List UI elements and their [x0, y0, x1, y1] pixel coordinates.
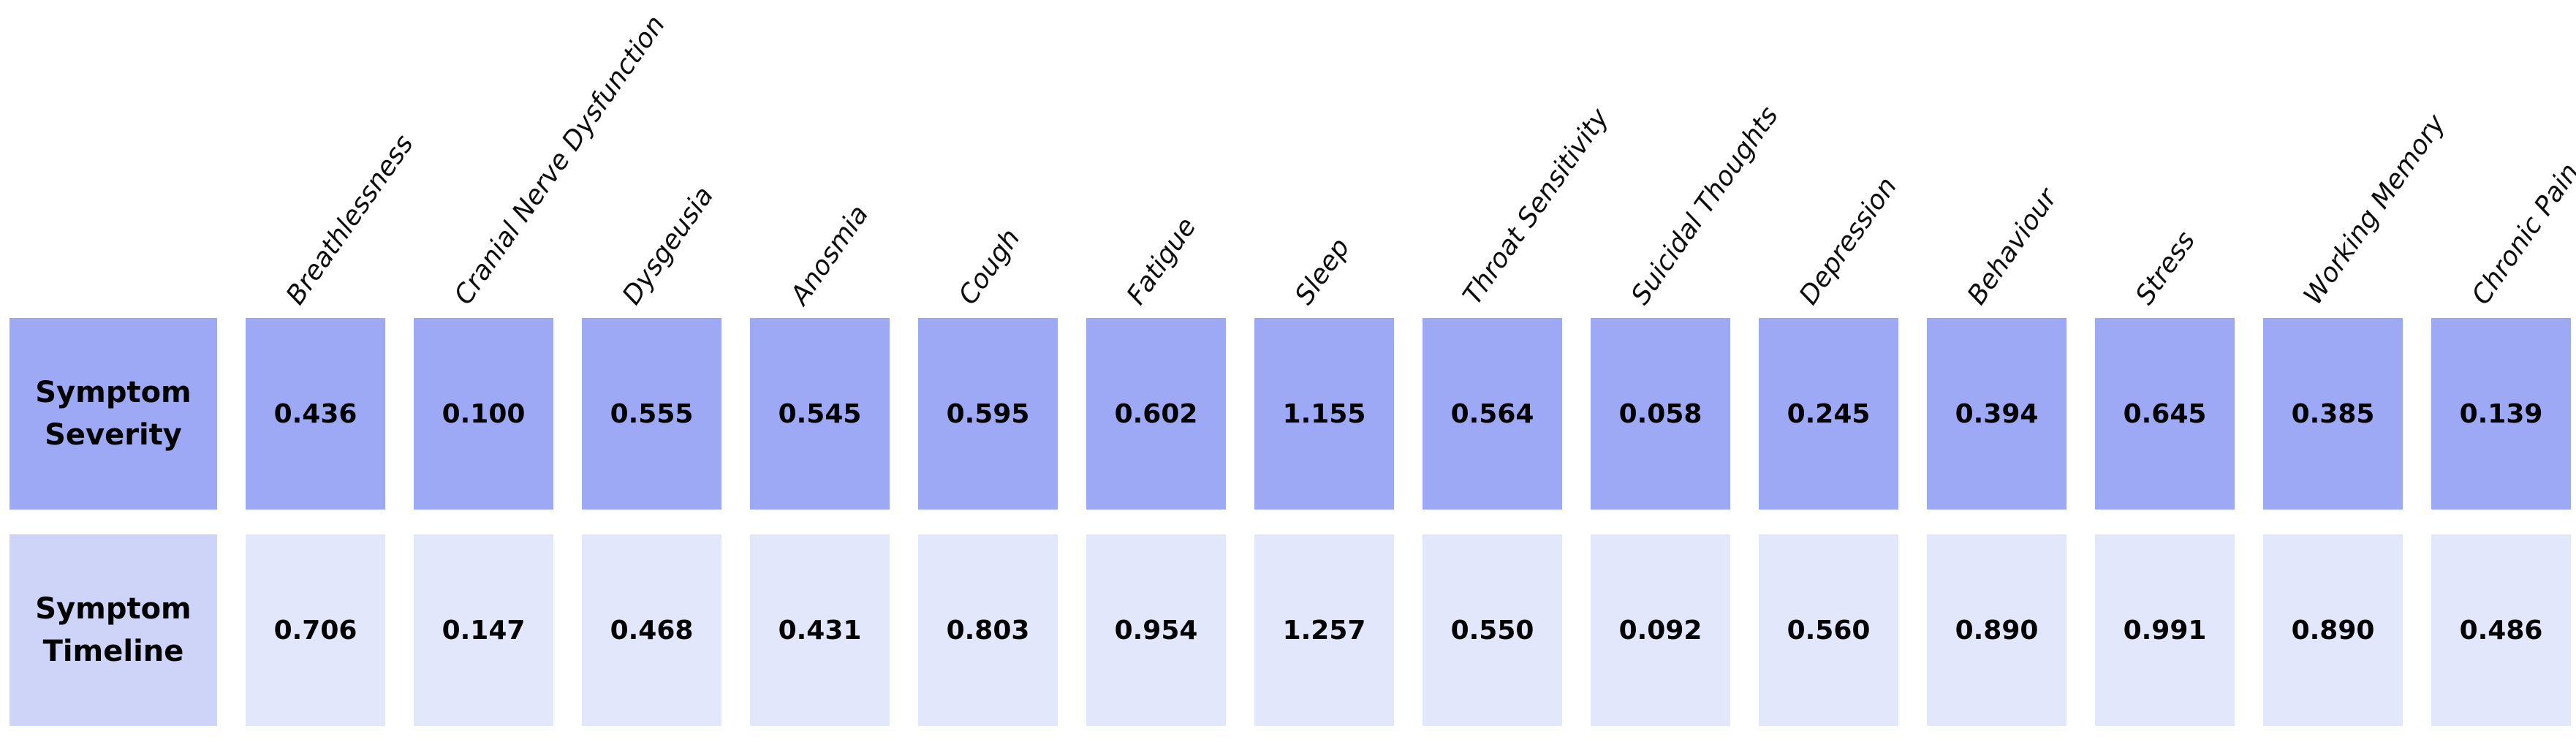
heatmap-cell: 0.803	[918, 534, 1058, 726]
heatmap-cell: 0.431	[750, 534, 890, 726]
heatmap-cell: 0.092	[1591, 534, 1730, 726]
heatmap-cell: 0.385	[2263, 318, 2403, 510]
col-label-stress: Stress	[2129, 226, 2202, 311]
heatmap-cell: 0.486	[2431, 534, 2571, 726]
col-label-fatigue: Fatigue	[1121, 212, 1202, 311]
heatmap-cell: 0.100	[414, 318, 553, 510]
col-label-behaviour: Behaviour	[1961, 183, 2064, 311]
heatmap-cell: 0.890	[2263, 534, 2403, 726]
col-label-dysgeusia: Dysgeusia	[616, 181, 720, 311]
heatmap-cell: 1.155	[1254, 318, 1394, 510]
heatmap-cell: 0.139	[2431, 318, 2571, 510]
heatmap-cell: 0.550	[1423, 534, 1562, 726]
heatmap-grid: Symptom Severity 0.436 0.100 0.555 0.545…	[10, 318, 2571, 726]
col-label-breathlessness: Breathlessness	[280, 129, 420, 311]
heatmap-cell: 0.468	[582, 534, 721, 726]
col-label-cough: Cough	[952, 223, 1026, 311]
heatmap-cell: 0.545	[750, 318, 890, 510]
heatmap-cell: 0.564	[1423, 318, 1562, 510]
heatmap-cell: 1.257	[1254, 534, 1394, 726]
heatmap-cell: 0.560	[1759, 534, 1898, 726]
heatmap-cell: 0.890	[1927, 534, 2067, 726]
heatmap-cell: 0.147	[414, 534, 553, 726]
heatmap-cell: 0.555	[582, 318, 721, 510]
heatmap-cell: 0.058	[1591, 318, 1730, 510]
heatmap-cell: 0.706	[246, 534, 385, 726]
row-label-symptom-severity: Symptom Severity	[10, 318, 217, 510]
heatmap-cell: 0.436	[246, 318, 385, 510]
col-label-sleep: Sleep	[1289, 232, 1356, 311]
heatmap-cell: 0.394	[1927, 318, 2067, 510]
heatmap-cell: 0.954	[1086, 534, 1226, 726]
col-label-suicidal-thoughts: Suicidal Thoughts	[1625, 101, 1784, 311]
col-label-working-memory: Working Memory	[2297, 109, 2452, 311]
heatmap-cell: 0.991	[2095, 534, 2235, 726]
heatmap-cell: 0.245	[1759, 318, 1898, 510]
col-label-depression: Depression	[1793, 172, 1903, 311]
heatmap-cell: 0.645	[2095, 318, 2235, 510]
col-label-chronic-pain: Chronic Pain	[2466, 158, 2576, 311]
col-label-anosmia: Anosmia	[784, 200, 875, 311]
col-label-throat-sensitivity: Throat Sensitivity	[1457, 103, 1615, 311]
row-label-symptom-timeline: Symptom Timeline	[10, 534, 217, 726]
heatmap-cell: 0.602	[1086, 318, 1226, 510]
heatmap-cell: 0.595	[918, 318, 1058, 510]
